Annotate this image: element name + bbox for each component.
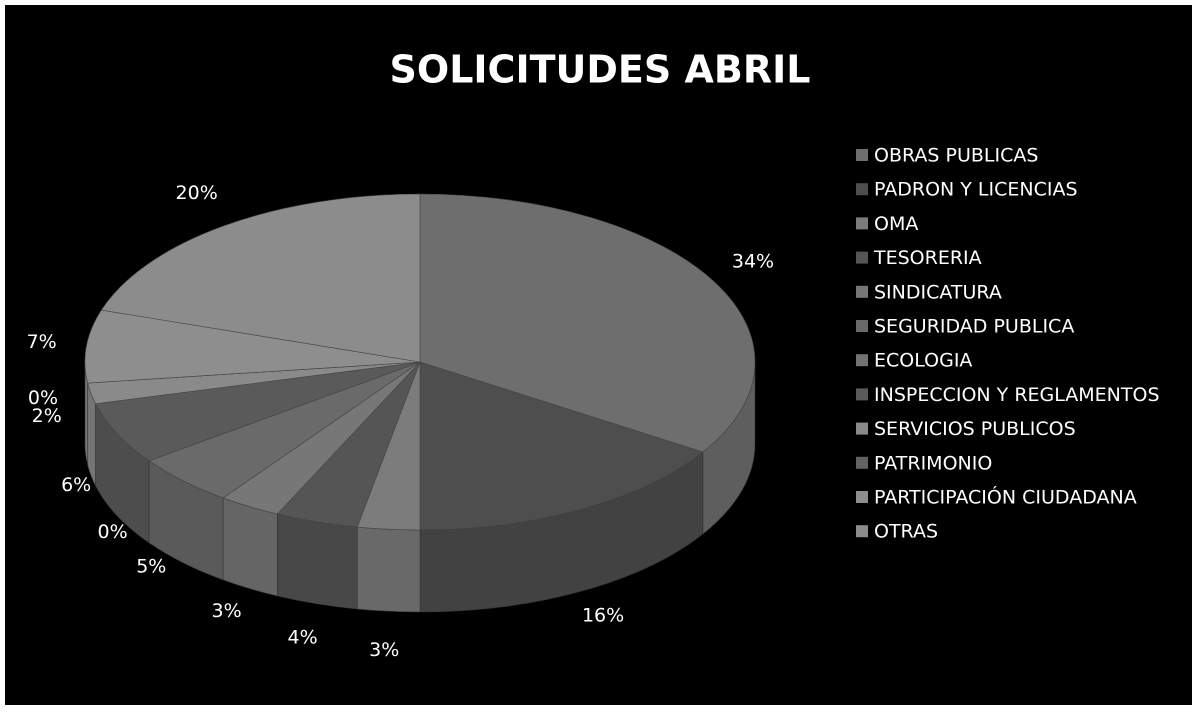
legend-swatch	[856, 525, 868, 538]
legend-label: SINDICATURA	[874, 281, 1002, 303]
pie-sides	[84, 361, 756, 613]
legend-swatch	[856, 320, 868, 332]
legend-swatch	[856, 149, 868, 161]
chart-title: SOLICITUDES ABRIL	[390, 48, 811, 92]
data-label: 0%	[28, 387, 58, 409]
legend-label: OMA	[874, 213, 918, 235]
legend-swatch	[856, 491, 868, 503]
legend-label: ECOLOGIA	[874, 350, 972, 372]
legend-swatch	[856, 388, 868, 401]
legend-label: INSPECCION Y REGLAMENTOS	[874, 384, 1160, 406]
data-label: 7%	[27, 331, 57, 353]
legend-label: SERVICIOS PUBLICOS	[874, 418, 1076, 440]
data-label: 2%	[32, 405, 62, 427]
legend-swatch	[856, 183, 868, 196]
legend-label: PARTICIPACIÓN CIUDADANA	[874, 485, 1137, 509]
data-label: 0%	[97, 521, 127, 543]
legend-label: SEGURIDAD PUBLICA	[874, 316, 1074, 338]
data-label: 6%	[61, 474, 91, 496]
legend-label: OBRAS PUBLICAS	[874, 145, 1038, 167]
pie-slice-side	[222, 497, 278, 597]
data-label: 16%	[582, 605, 624, 627]
data-label: 3%	[211, 600, 241, 622]
legend-swatch	[856, 422, 868, 435]
legend-swatch	[856, 251, 868, 264]
legend-label: PADRON Y LICENCIAS	[874, 179, 1078, 201]
data-label: 5%	[136, 556, 166, 578]
legend-swatch	[856, 456, 868, 469]
pie-slice-side	[356, 526, 421, 613]
data-label: 20%	[176, 182, 218, 204]
data-label: 3%	[369, 639, 399, 661]
pie-slice-side	[277, 513, 358, 610]
pie-slice	[419, 193, 756, 453]
pie-slice	[95, 361, 421, 462]
data-label: 34%	[732, 250, 774, 272]
pie-slice	[419, 361, 704, 531]
pie-slice	[100, 193, 421, 363]
legend-swatch	[856, 285, 868, 298]
legend-swatch	[856, 354, 868, 367]
legend-label: TESORERIA	[873, 247, 982, 269]
pie-tops	[84, 193, 756, 531]
data-label: 4%	[287, 626, 317, 648]
pie-slice	[84, 309, 421, 384]
legend-label: OTRAS	[874, 521, 938, 543]
legend-label: PATRIMONIO	[874, 452, 992, 474]
legend-swatch	[856, 217, 868, 230]
